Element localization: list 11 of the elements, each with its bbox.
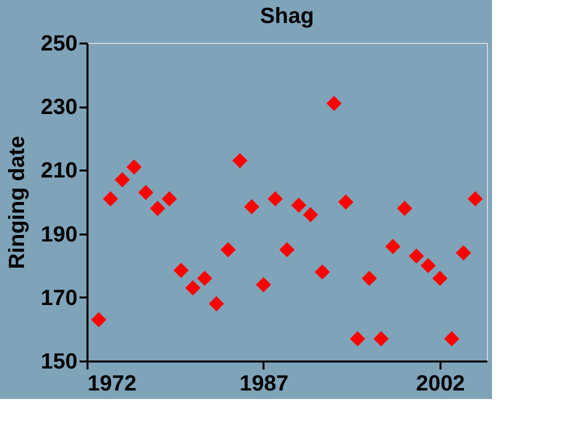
y-tick-label: 150	[40, 348, 78, 374]
y-tick-label: 250	[40, 30, 78, 56]
y-tick-label: 210	[40, 158, 78, 183]
y-tick-label: 230	[40, 94, 78, 120]
x-tick-label: 1987	[239, 370, 288, 396]
y-tick-label: 190	[40, 221, 78, 246]
x-tick-label: 1972	[88, 370, 136, 396]
x-tick-label: 2002	[416, 370, 465, 396]
y-tick-label: 170	[40, 284, 78, 310]
y-axis-title: Ringing date	[4, 136, 29, 270]
chart-title: Shag	[260, 3, 314, 28]
